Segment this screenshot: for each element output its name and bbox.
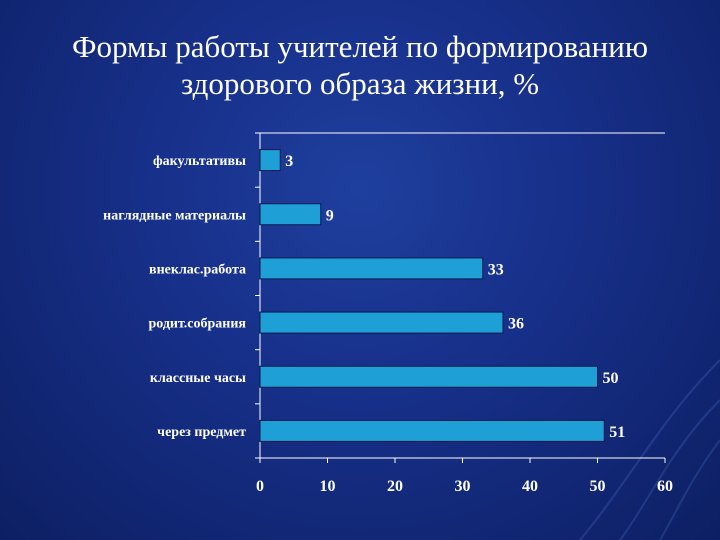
category-label: родит.собрания	[148, 317, 246, 332]
bar	[259, 365, 598, 388]
title-line-1: Формы работы учителей по формированию	[71, 29, 648, 64]
bar	[259, 257, 484, 280]
category-label: наглядные материалы	[103, 208, 246, 223]
category-label: классные часы	[150, 371, 246, 386]
bar	[259, 419, 605, 442]
x-tick-label: 60	[657, 478, 673, 495]
data-label: 51	[609, 424, 625, 441]
data-label: 36	[508, 316, 524, 333]
category-label: факультативы	[153, 154, 246, 169]
title-line-2: здорового образа жизни, %	[180, 66, 540, 101]
x-tick-label: 30	[455, 478, 471, 495]
bar	[259, 311, 504, 334]
data-label: 3	[285, 153, 293, 170]
category-label: внеклас.работа	[149, 262, 246, 277]
page-title: Формы работы учителей по формированию зд…	[0, 28, 720, 102]
x-tick-label: 10	[320, 478, 336, 495]
bar	[259, 203, 322, 226]
data-label: 50	[603, 370, 619, 387]
x-tick-label: 20	[387, 478, 403, 495]
x-tick-label: 50	[590, 478, 606, 495]
x-tick-label: 40	[522, 478, 538, 495]
category-label: через предмет	[157, 425, 246, 440]
x-tick-label: 0	[256, 478, 264, 495]
data-label: 9	[326, 207, 334, 224]
bar	[259, 149, 281, 172]
data-label: 33	[488, 261, 504, 278]
